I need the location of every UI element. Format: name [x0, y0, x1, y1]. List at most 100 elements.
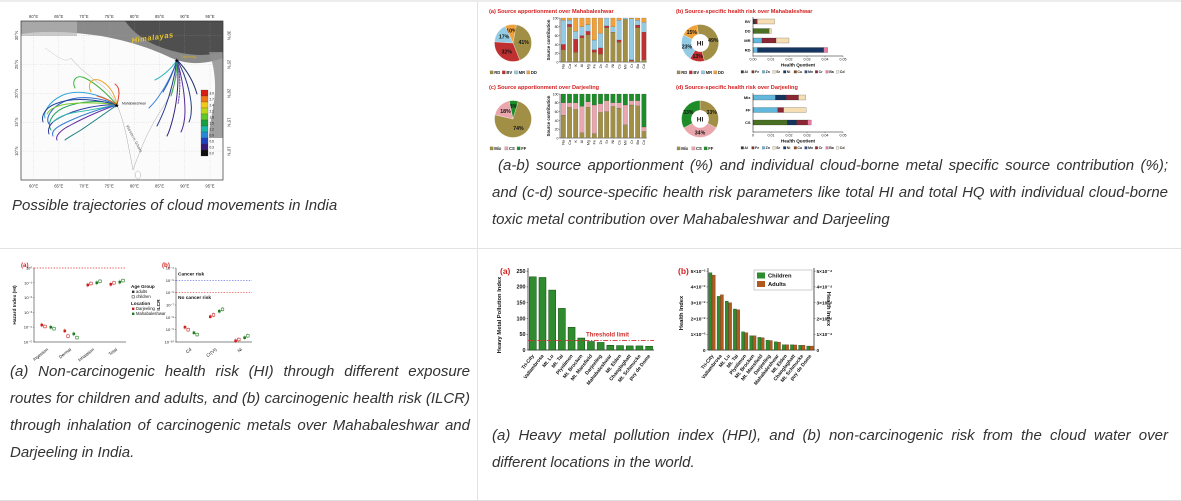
svg-text:10⁻⁸: 10⁻⁸ — [166, 315, 175, 320]
svg-text:ILCR: ILCR — [156, 299, 162, 311]
cell-cloud-trajectory-map: ★ Mahabaleshwar ★ Darjeeling Western Ghats Hi… — [0, 2, 477, 246]
svg-text:0.01: 0.01 — [768, 58, 775, 62]
svg-text:Source contribution: Source contribution — [546, 95, 551, 136]
svg-text:(a): (a) — [500, 266, 511, 276]
svg-text:0.9: 0.9 — [210, 134, 215, 138]
svg-text:65°E: 65°E — [54, 184, 63, 189]
site-marker-mahabaleshwar: ★ — [114, 103, 119, 110]
hpi-svg: (a)Heavy Metal Pollution Index 0 50 100 150 2… — [497, 266, 833, 387]
svg-text:MR: MR — [744, 38, 750, 43]
svg-text:60: 60 — [555, 34, 559, 38]
svg-text:Mahabaleshwar: Mahabaleshwar — [122, 102, 147, 106]
svg-text:20°N: 20°N — [14, 89, 19, 98]
svg-text:RD: RD — [494, 70, 500, 75]
svg-text:Location: Location — [131, 301, 150, 306]
svg-text:2×10⁻⁴: 2×10⁻⁴ — [817, 316, 833, 322]
svg-text:DD: DD — [718, 70, 724, 75]
panel-b-health-risk-mahabaleshwar-wrap: (b) Source-specific health risk over Mah… — [673, 6, 857, 79]
svg-text:MR: MR — [706, 70, 713, 75]
svg-text:0.6: 0.6 — [210, 140, 215, 144]
graticule — [21, 21, 223, 180]
svg-text:HI: HI — [697, 40, 704, 47]
panel-d-health-risk-darjeeling-wrap: (d) Source-specific health risk over Dar… — [673, 82, 857, 155]
svg-text:85°E: 85°E — [155, 14, 164, 19]
svg-text:Health Quotient: Health Quotient — [781, 63, 816, 68]
svg-text:60°E: 60°E — [29, 14, 38, 19]
svg-text:10%: 10% — [506, 28, 517, 34]
svg-text:Al: Al — [580, 140, 584, 143]
svg-text:3×10⁻²: 3×10⁻² — [691, 300, 706, 306]
svg-text:5×10⁻²: 5×10⁻² — [691, 269, 706, 275]
svg-text:49%: 49% — [708, 38, 719, 44]
svg-text:25°N: 25°N — [227, 60, 232, 69]
svg-text:10⁻²: 10⁻² — [24, 295, 33, 300]
svg-text:50: 50 — [520, 332, 526, 338]
svg-text:Health Index: Health Index — [679, 295, 685, 330]
svg-text:2×10⁻²: 2×10⁻² — [691, 316, 706, 322]
svg-text:4×10⁻⁴: 4×10⁻⁴ — [817, 285, 833, 291]
colorbar: 3.0 2.7 2.4 2.1 1.8 1.5 1.2 0.9 0.6 0.3 0.0 — [200, 89, 215, 157]
svg-text:75°E: 75°E — [105, 184, 114, 189]
map-caption: Possible trajectories of cloud movements… — [12, 197, 338, 214]
svg-text:Mg: Mg — [586, 64, 590, 69]
svg-text:Cd: Cd — [642, 140, 646, 145]
svg-text:0: 0 — [752, 134, 754, 138]
svg-text:10⁻⁵: 10⁻⁵ — [24, 340, 33, 345]
svg-text:1×10⁻⁴: 1×10⁻⁴ — [817, 332, 833, 338]
svg-text:Zn: Zn — [766, 146, 770, 150]
svg-text:4×10⁻²: 4×10⁻² — [691, 285, 706, 291]
svg-text:Zn: Zn — [599, 64, 603, 68]
svg-text:1×10⁻²: 1×10⁻² — [691, 332, 706, 338]
svg-text:Ba: Ba — [829, 70, 835, 74]
svg-text:0.3: 0.3 — [210, 146, 215, 150]
svg-text:10⁻⁴: 10⁻⁴ — [166, 266, 175, 271]
svg-text:95°E: 95°E — [205, 14, 214, 19]
svg-text:90°E: 90°E — [180, 14, 189, 19]
svg-text:Cr: Cr — [819, 146, 824, 150]
svg-text:100: 100 — [553, 16, 559, 20]
svg-text:74%: 74% — [513, 126, 524, 132]
apportionment-caption: (a-b) source apportionment (%) and indiv… — [492, 157, 1168, 228]
svg-text:1.2: 1.2 — [210, 128, 215, 132]
svg-text:Zn: Zn — [599, 140, 603, 144]
svg-text:Cu: Cu — [617, 140, 621, 145]
cell-health-risk: (a) Hazard Index (HI) 10⁰ 10⁻¹ 10⁻² 10⁻³ 10⁻⁴ 1… — [0, 250, 477, 500]
svg-text:0: 0 — [523, 348, 526, 354]
svg-text:Age Group: Age Group — [131, 284, 155, 289]
svg-text:Mahabaleshwar: Mahabaleshwar — [136, 311, 166, 316]
svg-text:DD: DD — [745, 29, 751, 34]
svg-text:Al: Al — [744, 70, 748, 74]
svg-text:10⁰: 10⁰ — [26, 266, 32, 271]
svg-text:BV: BV — [693, 70, 699, 75]
svg-text:CS: CS — [745, 120, 751, 125]
svg-text:200: 200 — [517, 285, 526, 291]
svg-text:Mix: Mix — [681, 146, 689, 151]
svg-text:Source contribution: Source contribution — [546, 19, 551, 60]
svg-text:Health Quotient: Health Quotient — [781, 139, 816, 144]
svg-text:(b): (b) — [162, 262, 170, 269]
svg-text:33%: 33% — [707, 110, 718, 116]
svg-text:30°N: 30°N — [14, 31, 19, 40]
svg-text:Children: Children — [768, 274, 792, 280]
svg-text:20: 20 — [555, 52, 559, 56]
svg-text:60: 60 — [555, 110, 559, 114]
svg-text:RD: RD — [745, 48, 751, 53]
svg-text:100: 100 — [553, 92, 559, 96]
svg-text:0.04: 0.04 — [822, 58, 829, 62]
svg-text:Ba: Ba — [636, 139, 640, 144]
svg-text:Health Index: Health Index — [825, 292, 831, 327]
svg-text:10⁻⁹: 10⁻⁹ — [166, 327, 175, 332]
svg-text:40: 40 — [555, 119, 559, 123]
svg-text:0.05: 0.05 — [840, 134, 847, 138]
svg-text:2.7: 2.7 — [210, 98, 215, 102]
svg-text:Al: Al — [744, 146, 748, 150]
svg-text:0.0: 0.0 — [210, 152, 215, 156]
svg-text:2.4: 2.4 — [210, 104, 215, 108]
svg-text:2.1: 2.1 — [210, 110, 215, 114]
svg-text:30°N: 30°N — [227, 31, 232, 40]
panel-c-apportionment-darjeeling-wrap: (c) Source apportionment over Darjeeling… — [486, 82, 670, 155]
svg-text:Mix: Mix — [494, 146, 502, 151]
svg-text:FF: FF — [521, 146, 527, 151]
svg-text:Fe: Fe — [755, 70, 759, 74]
